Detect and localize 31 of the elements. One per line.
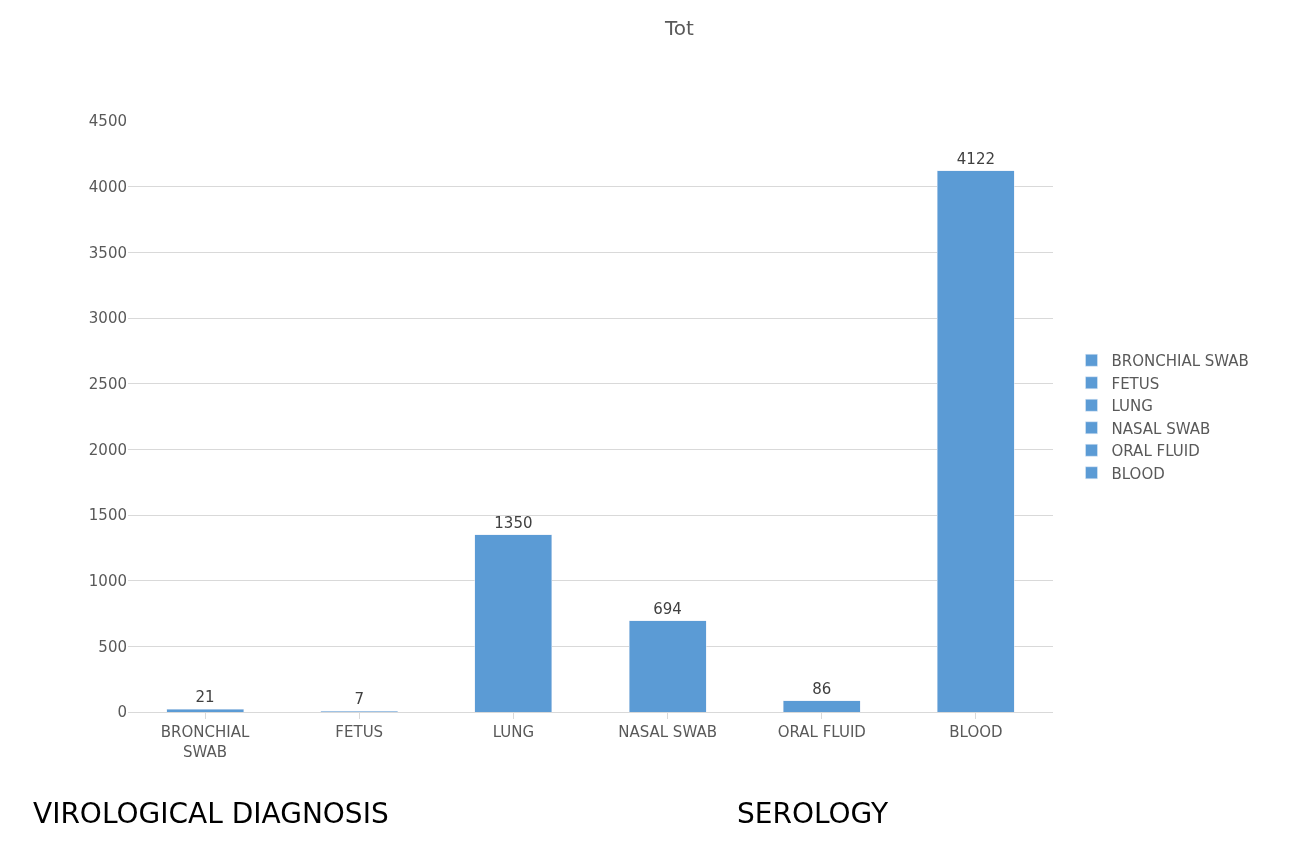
x-tick-label: BLOOD xyxy=(949,723,1003,741)
text: SEROLOGY xyxy=(737,797,889,830)
x-tick-label: ORAL FLUID xyxy=(777,723,866,741)
legend-label: BRONCHIAL SWAB xyxy=(1111,352,1249,371)
data-label: 4122 xyxy=(956,149,996,168)
x-tick-label: FETUS xyxy=(335,723,384,741)
y-tick-label: 4000 xyxy=(88,177,127,196)
x-tick-label: LUNG xyxy=(492,723,535,741)
text: VIROLOGICAL DIAGNOSIS xyxy=(33,797,389,830)
y-tick-label: 500 xyxy=(98,637,127,656)
y-tick-label: 1500 xyxy=(88,506,127,525)
legend-label: NASAL SWAB xyxy=(1111,419,1211,438)
data-label: 1350 xyxy=(494,513,533,532)
chart-title: Tot xyxy=(663,16,694,41)
legend-label: FETUS xyxy=(1111,374,1160,393)
y-tick-label: 2000 xyxy=(88,440,127,459)
y-tick-label: 3000 xyxy=(88,309,127,328)
data-label: 694 xyxy=(653,599,682,618)
y-tick-label: 2500 xyxy=(88,374,127,393)
legend-label: ORAL FLUID xyxy=(1111,442,1200,461)
y-tick-label: 4500 xyxy=(88,112,127,131)
x-tick-label: NASAL SWAB xyxy=(618,723,717,741)
legend-label: BLOOD xyxy=(1111,464,1165,483)
x-tick-label: BRONCHIAL SWAB xyxy=(160,723,250,761)
y-tick-label: 1000 xyxy=(88,571,127,590)
y-tick-label: 3500 xyxy=(88,243,127,262)
y-tick-label: 0 xyxy=(117,703,127,722)
data-label: 21 xyxy=(195,688,215,707)
data-label: 86 xyxy=(812,679,832,698)
data-label: 7 xyxy=(354,690,365,709)
legend-label: LUNG xyxy=(1111,397,1153,416)
